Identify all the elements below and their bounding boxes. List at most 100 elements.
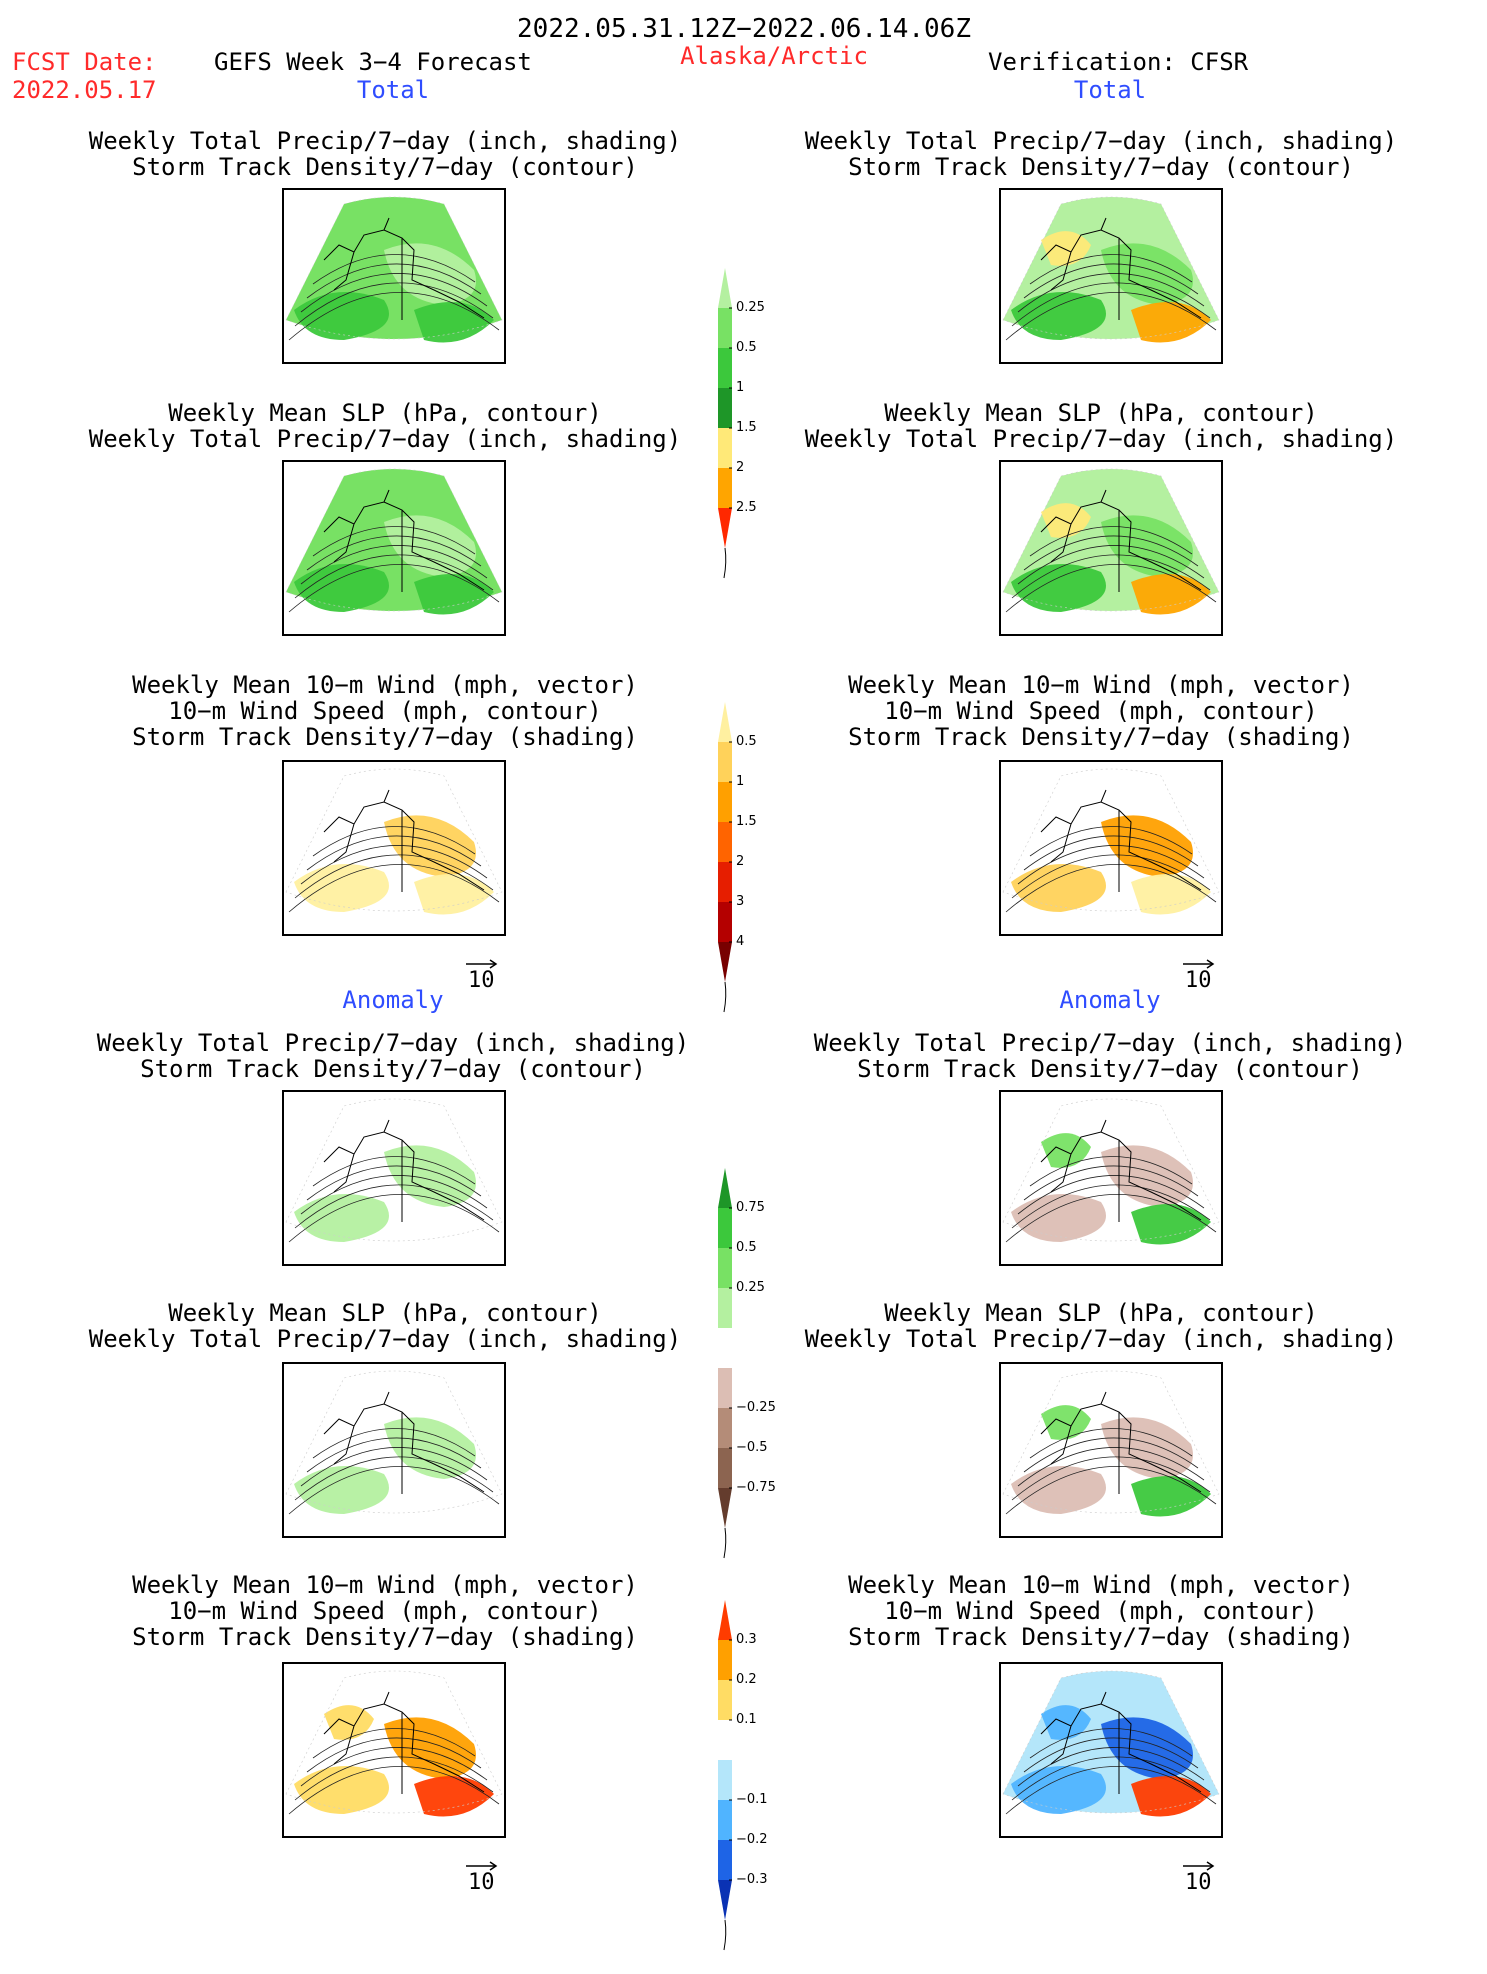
title-line: Storm Track Density/7−day (contour) xyxy=(140,1055,646,1083)
title-row2-right: Weekly Mean SLP (hPa, contour) Weekly To… xyxy=(751,400,1451,452)
map-contour xyxy=(312,1156,476,1187)
map-contour xyxy=(1029,1428,1193,1459)
map-anom-slp-forecast xyxy=(282,1362,506,1538)
title-row4-right: Weekly Total Precip/7−day (inch, shading… xyxy=(760,1030,1460,1082)
colorbar-swatch xyxy=(718,942,732,982)
map-contour xyxy=(1029,1156,1193,1187)
colorbar-swatch xyxy=(718,1720,732,1760)
colorbar-label: 0.75 xyxy=(736,1200,765,1215)
map-boundary xyxy=(285,768,503,912)
map-contour xyxy=(1017,845,1205,885)
map-contour xyxy=(300,273,488,313)
map-shading xyxy=(384,243,476,305)
title-line: Weekly Mean SLP (hPa, contour) xyxy=(168,1299,602,1327)
map-anom-precip-forecast xyxy=(282,1090,506,1266)
colorbar-label: −0.3 xyxy=(736,1872,768,1887)
colorbar-storm-anomaly: 0.3 0.2 0.1 −0.1 −0.2 −0.3 xyxy=(718,1600,768,1974)
map-contour xyxy=(294,1456,494,1501)
map-shading xyxy=(384,1145,476,1207)
title-row1-right: Weekly Total Precip/7−day (inch, shading… xyxy=(751,128,1451,180)
map-contour xyxy=(306,1437,482,1473)
map-contour xyxy=(312,1728,476,1759)
coastline xyxy=(1040,1691,1202,1794)
map-shading xyxy=(294,1466,389,1514)
map-svg xyxy=(1002,196,1220,343)
map-total-precip-verification xyxy=(999,188,1223,364)
colorbar-swatch xyxy=(718,742,732,782)
map-contour xyxy=(1017,273,1205,313)
map-shading xyxy=(1011,864,1106,912)
coastline xyxy=(323,217,485,320)
colorbar-svg xyxy=(718,1168,732,1559)
colorbar-label: 0.5 xyxy=(736,1240,757,1255)
colorbar-swatch xyxy=(718,1488,732,1528)
colorbar-swatch xyxy=(718,508,732,548)
colorbar-storm-total: 0.5 1 1.5 2 3 4 xyxy=(718,702,757,1036)
colorbar-label: 0.25 xyxy=(736,1280,765,1295)
colorbar-swatch xyxy=(718,468,732,508)
coastline xyxy=(323,1691,485,1794)
map-contour xyxy=(1017,1447,1205,1487)
colorbar-label: 1 xyxy=(736,380,745,395)
colorbar-label: −0.1 xyxy=(736,1792,768,1807)
map-contour xyxy=(312,826,476,857)
map-contour xyxy=(1017,545,1205,585)
colorbar-label: 0.1 xyxy=(736,1712,757,1727)
coastline xyxy=(1040,217,1202,320)
map-svg xyxy=(285,468,503,615)
colorbar-label: −0.2 xyxy=(736,1832,768,1847)
title-line: Storm Track Density/7−day (shading) xyxy=(132,1623,638,1651)
map-total-precip-forecast xyxy=(282,188,506,364)
colorbar-label: 0.25 xyxy=(736,300,765,315)
colorbar-svg xyxy=(718,268,732,579)
map-contour xyxy=(1017,1175,1205,1215)
verification-title: Verification: CFSR xyxy=(988,48,1249,76)
reference-vector-label: 10 xyxy=(468,1870,495,1895)
title-line: 10−m Wind Speed (mph, contour) xyxy=(884,697,1318,725)
map-contour xyxy=(1005,1466,1217,1515)
map-total-slp-verification xyxy=(999,460,1223,636)
colorbar-swatch xyxy=(718,1760,732,1800)
map-contour xyxy=(312,254,476,285)
colorbar-swatch xyxy=(718,862,732,902)
title-row6-right: Weekly Mean 10−m Wind (mph, vector) 10−m… xyxy=(751,1572,1451,1650)
fcst-date-value: 2022.05.17 xyxy=(12,76,157,104)
colorbar-label: 0.3 xyxy=(736,1632,757,1647)
map-svg xyxy=(285,768,503,915)
map-contour xyxy=(1011,554,1211,599)
colorbar-tail xyxy=(723,1527,727,1559)
colorbar-tail xyxy=(723,547,727,579)
colorbar-label: 2 xyxy=(736,854,745,869)
model-title: GEFS Week 3−4 Forecast xyxy=(214,48,532,76)
coastline xyxy=(1040,489,1202,592)
coastline xyxy=(323,1391,485,1494)
map-contour xyxy=(288,1194,500,1243)
map-contour xyxy=(306,835,482,871)
title-line: Weekly Mean SLP (hPa, contour) xyxy=(168,399,602,427)
title-line: Weekly Total Precip/7−day (inch, shading… xyxy=(804,1325,1398,1353)
title-line: Storm Track Density/7−day (shading) xyxy=(848,723,1354,751)
map-shading xyxy=(1011,564,1106,612)
map-contour xyxy=(300,845,488,885)
map-shading xyxy=(294,864,389,912)
map-contour xyxy=(312,1428,476,1459)
title-row1-left: Weekly Total Precip/7−day (inch, shading… xyxy=(35,128,735,180)
map-contour xyxy=(1005,1766,1217,1815)
map-contour xyxy=(294,1756,494,1801)
title-line: Weekly Total Precip/7−day (inch, shading… xyxy=(88,425,682,453)
map-contour xyxy=(300,1447,488,1487)
colorbar-svg xyxy=(718,702,732,1013)
map-boundary xyxy=(1002,1098,1220,1242)
title-line: 10−m Wind Speed (mph, contour) xyxy=(168,697,602,725)
map-shading xyxy=(384,1417,476,1479)
title-row3-right: Weekly Mean 10−m Wind (mph, vector) 10−m… xyxy=(751,672,1451,750)
map-contour xyxy=(1029,826,1193,857)
title-line: Weekly Mean 10−m Wind (mph, vector) xyxy=(848,1571,1354,1599)
map-contour xyxy=(1023,535,1199,571)
map-anom-wind-verification xyxy=(999,1662,1223,1838)
colorbar-swatch xyxy=(718,902,732,942)
map-contour xyxy=(1011,1456,1211,1501)
title-row5-left: Weekly Mean SLP (hPa, contour) Weekly To… xyxy=(35,1300,735,1352)
map-boundary xyxy=(285,1098,503,1242)
map-shading xyxy=(1011,1766,1106,1814)
